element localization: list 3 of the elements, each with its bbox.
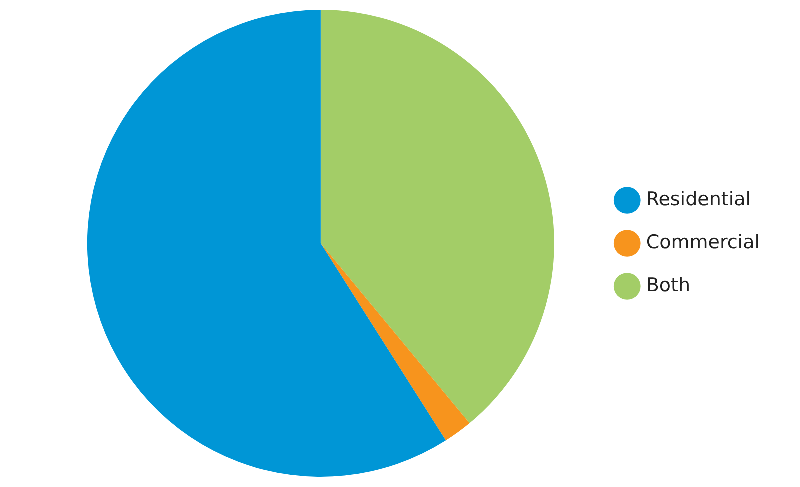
legend-label: Both: [646, 274, 691, 296]
legend-label: Residential: [646, 188, 752, 210]
legend-label: Commercial: [646, 231, 760, 254]
